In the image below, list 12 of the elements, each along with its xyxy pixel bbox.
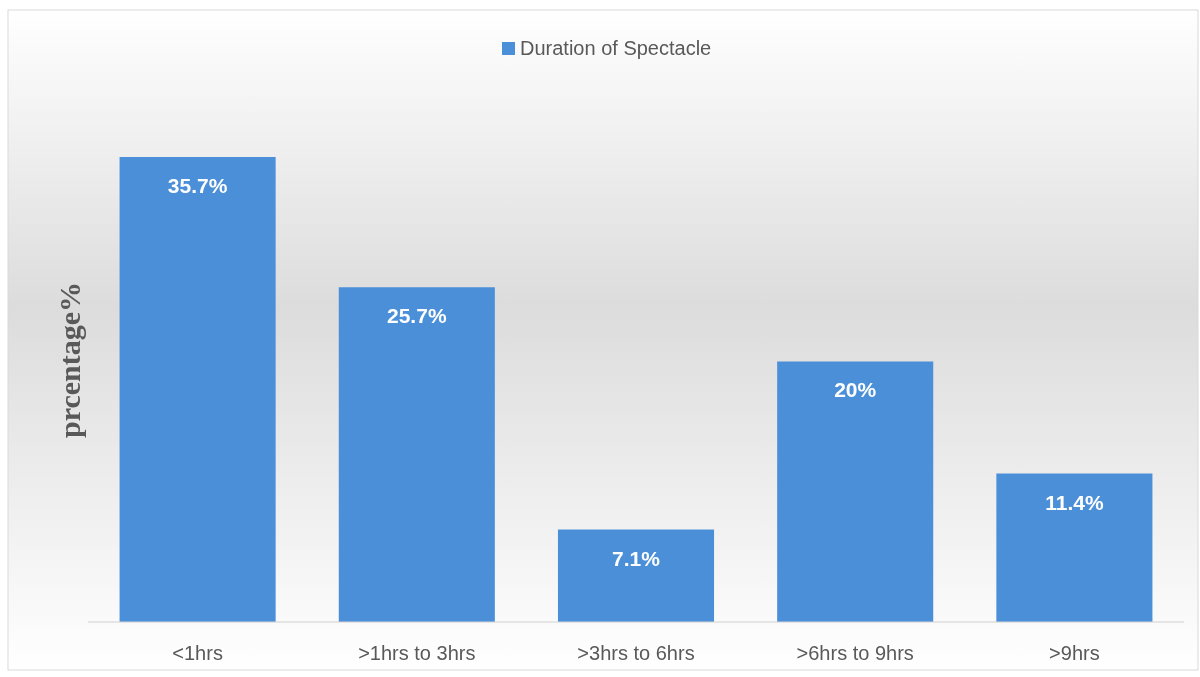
x-tick-label: >6hrs to 9hrs — [796, 642, 914, 664]
x-tick-label: >1hrs to 3hrs — [358, 642, 476, 664]
data-label: 11.4% — [1045, 490, 1104, 514]
data-label: 25.7% — [387, 304, 447, 328]
data-label: 20% — [834, 378, 877, 402]
data-label: 35.7% — [167, 174, 228, 197]
x-tick-label: >9hrs — [1049, 642, 1100, 664]
legend-label: Duration of Spectacle — [520, 37, 712, 59]
x-tick-label: >3hrs to 6hrs — [577, 642, 695, 664]
data-label: 7.1% — [612, 546, 661, 570]
y-axis-title: prcentage% — [53, 281, 86, 439]
x-tick-label: <1hrs — [172, 642, 223, 664]
